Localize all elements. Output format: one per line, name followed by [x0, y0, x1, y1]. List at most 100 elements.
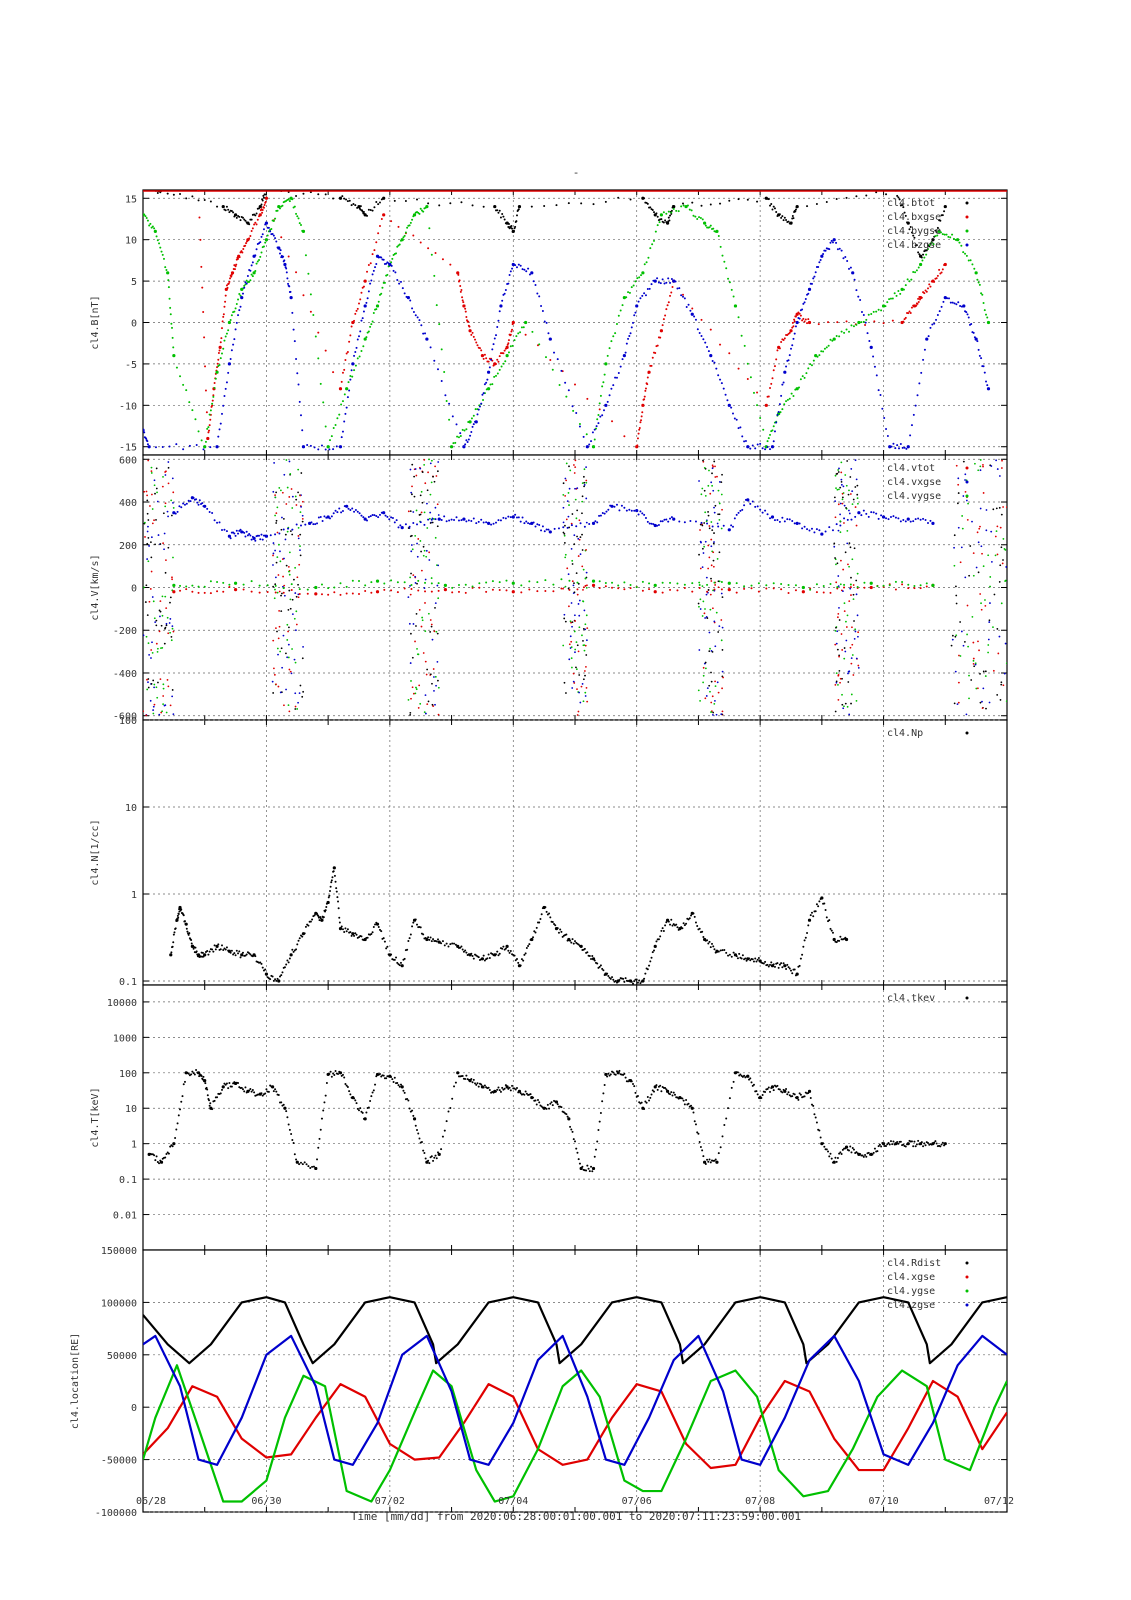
scatter-point [203, 336, 206, 339]
scatter-point [855, 699, 858, 702]
scatter-point [354, 508, 357, 511]
scatter-point [685, 305, 688, 308]
scatter-point [628, 291, 631, 294]
scatter-point [794, 589, 797, 592]
scatter-point [273, 673, 276, 676]
scatter-point [751, 958, 754, 961]
scatter-point [584, 674, 586, 677]
scatter-point [901, 581, 904, 584]
scatter-point [543, 205, 546, 208]
scatter-point [955, 303, 958, 306]
scatter-point [525, 520, 528, 523]
scatter-point [449, 202, 452, 205]
scatter-point [185, 197, 188, 200]
scatter-point [864, 1154, 867, 1157]
scatter-point [574, 459, 577, 462]
scatter-point [996, 553, 999, 556]
scatter-point [662, 221, 665, 224]
scatter-point [246, 534, 249, 537]
scatter-point [160, 250, 163, 253]
scatter-point [813, 275, 816, 278]
scatter-point [611, 581, 614, 584]
data-point [986, 387, 991, 391]
scatter-point [170, 951, 173, 954]
scatter-point [781, 383, 784, 386]
scatter-point [953, 564, 956, 567]
scatter-point [298, 593, 301, 596]
scatter-point [417, 589, 420, 592]
scatter-point [856, 614, 859, 617]
scatter-point [504, 947, 507, 950]
scatter-point [443, 944, 446, 947]
scatter-point [229, 318, 232, 321]
scatter-point [417, 1132, 420, 1135]
scatter-point [718, 551, 721, 554]
scatter-point [465, 439, 468, 442]
scatter-point [1005, 700, 1007, 703]
scatter-point [648, 964, 651, 967]
scatter-point [369, 262, 372, 265]
scatter-point [419, 540, 422, 542]
scatter-point [249, 534, 252, 537]
scatter-point [910, 278, 913, 281]
scatter-point [205, 411, 208, 414]
scatter-point [241, 216, 244, 219]
data-point [690, 312, 694, 316]
scatter-point [259, 961, 262, 964]
scatter-point [407, 596, 410, 599]
scatter-point [781, 215, 784, 218]
scatter-point [164, 595, 167, 598]
scatter-point [482, 357, 485, 360]
scatter-point [496, 325, 499, 328]
scatter-point [341, 510, 344, 513]
scatter-point [701, 547, 704, 550]
scatter-point [1004, 579, 1007, 582]
scatter-point [624, 977, 627, 980]
scatter-point [423, 458, 426, 461]
scatter-point [329, 885, 332, 888]
scatter-point [998, 581, 1001, 583]
scatter-point [605, 510, 608, 513]
scatter-point [746, 362, 749, 365]
scatter-point [216, 521, 219, 524]
scatter-point [371, 514, 374, 517]
data-point [616, 1071, 620, 1075]
scatter-point [578, 422, 581, 425]
scatter-point [155, 467, 158, 470]
scatter-point [665, 921, 668, 924]
scatter-point [913, 584, 916, 587]
scatter-point [447, 1110, 450, 1113]
scatter-point [281, 592, 283, 595]
scatter-point [569, 469, 572, 472]
scatter-point [451, 1097, 454, 1100]
scatter-point [372, 269, 375, 272]
scatter-point [580, 685, 583, 688]
scatter-point [646, 383, 649, 386]
scatter-point [258, 259, 261, 262]
scatter-point [251, 227, 254, 230]
scatter-point [332, 870, 335, 873]
scatter-point [155, 487, 158, 490]
scatter-point [863, 586, 866, 589]
scatter-point [378, 201, 381, 204]
scatter-point [171, 326, 174, 329]
scatter-point [859, 1153, 862, 1156]
scatter-point [913, 236, 916, 239]
scatter-point [822, 584, 825, 587]
scatter-point [787, 1091, 790, 1094]
scatter-point [492, 522, 495, 525]
scatter-point [233, 310, 236, 313]
scatter-point [424, 712, 427, 715]
scatter-point [594, 520, 597, 523]
scatter-point [538, 524, 541, 527]
scatter-point [839, 677, 842, 680]
scatter-point [176, 510, 179, 513]
scatter-point [957, 526, 960, 529]
scatter-point [295, 523, 298, 526]
scatter-point [885, 428, 888, 431]
scatter-point [458, 279, 461, 282]
scatter-point [770, 203, 773, 206]
scatter-point [839, 513, 842, 516]
scatter-point [699, 567, 702, 570]
scatter-point [925, 585, 928, 588]
